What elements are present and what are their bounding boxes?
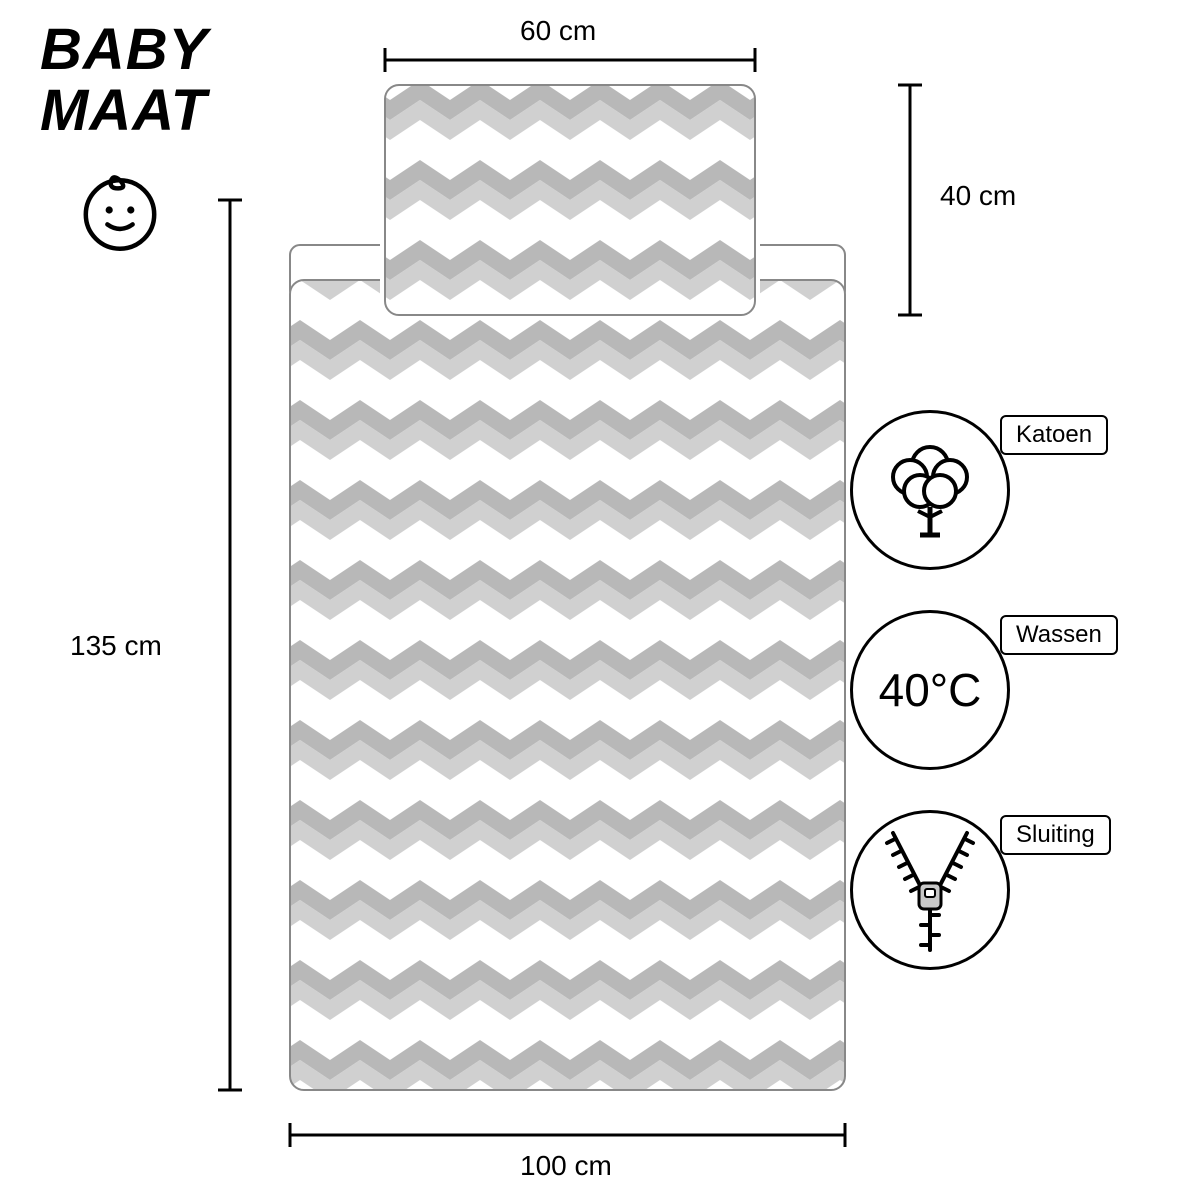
badge-closure — [850, 810, 1010, 970]
pillow-height-label: 40 cm — [940, 180, 1016, 212]
dim-pillow-height — [898, 85, 922, 315]
wash-temp: 40°C — [879, 663, 982, 717]
duvet-width-label: 100 cm — [520, 1150, 612, 1182]
pillow-width-label: 60 cm — [520, 15, 596, 47]
dim-duvet-width — [290, 1123, 845, 1147]
badge-wash: 40°C — [850, 610, 1010, 770]
bedding-diagram — [0, 0, 1200, 1200]
duvet-height-label: 135 cm — [70, 630, 162, 662]
dim-pillow-width — [385, 48, 755, 72]
zipper-icon — [865, 825, 995, 955]
badge-material-label: Katoen — [1000, 415, 1108, 455]
cotton-icon — [880, 435, 980, 545]
badge-closure-label: Sluiting — [1000, 815, 1111, 855]
badge-wash-label: Wassen — [1000, 615, 1118, 655]
badge-material — [850, 410, 1010, 570]
dim-duvet-height — [218, 200, 242, 1090]
